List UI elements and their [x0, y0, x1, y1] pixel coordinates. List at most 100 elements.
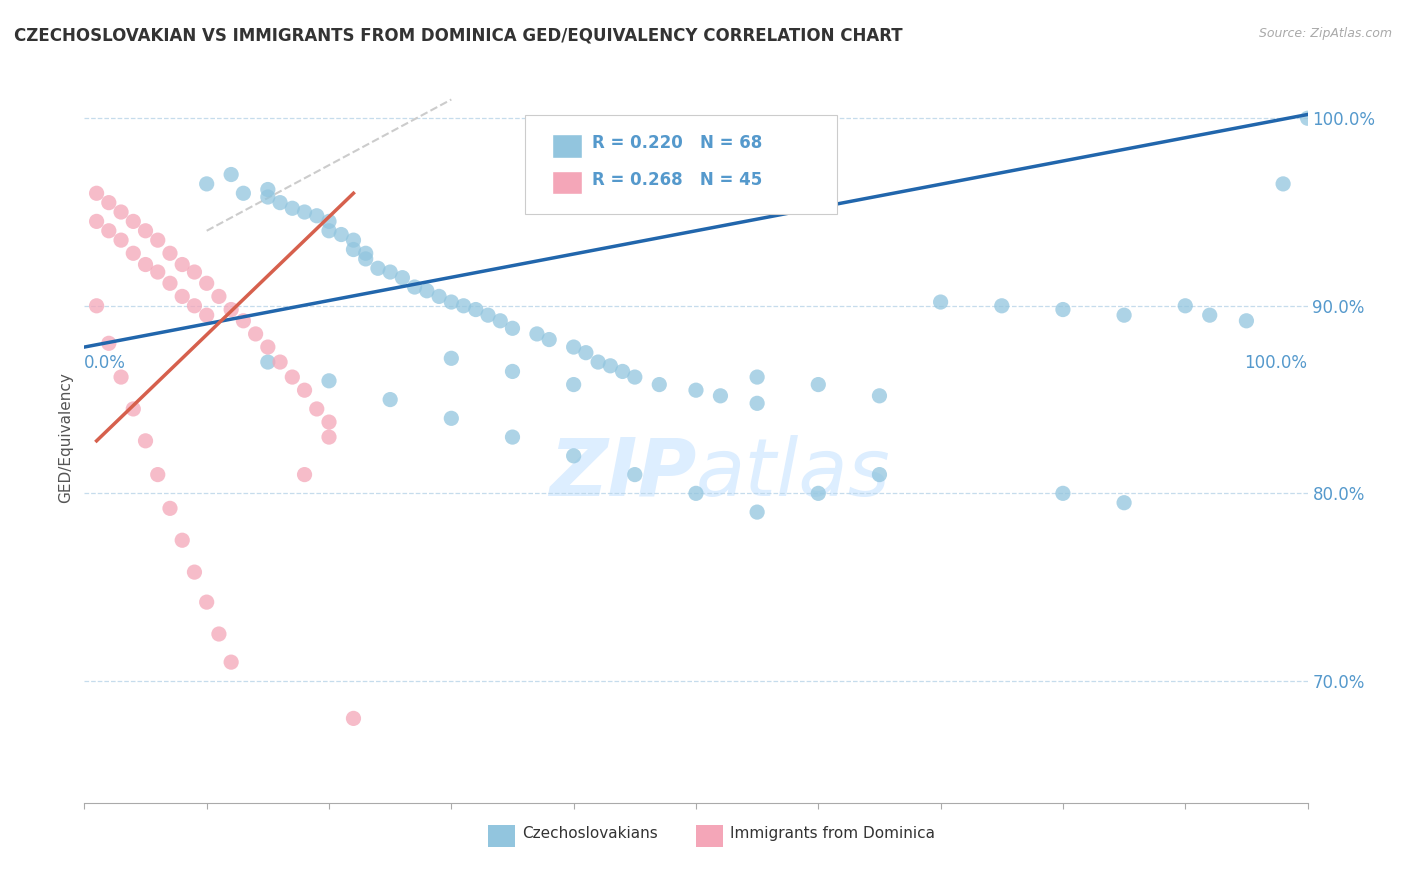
Point: [195, 308, 218, 322]
Point: [869, 467, 891, 482]
Point: [257, 190, 280, 204]
Point: [135, 434, 157, 448]
Point: [172, 258, 194, 272]
Point: [172, 289, 194, 303]
Point: [624, 467, 647, 482]
FancyBboxPatch shape: [696, 825, 723, 847]
Point: [305, 401, 328, 416]
Point: [807, 486, 830, 500]
Point: [562, 377, 585, 392]
Point: [195, 177, 218, 191]
Point: [612, 364, 634, 378]
Text: Source: ZipAtlas.com: Source: ZipAtlas.com: [1258, 27, 1392, 40]
Point: [122, 214, 145, 228]
Point: [97, 336, 120, 351]
Point: [208, 627, 231, 641]
Point: [599, 359, 621, 373]
Point: [869, 389, 891, 403]
Point: [1236, 314, 1258, 328]
Point: [502, 321, 524, 335]
Point: [110, 205, 132, 219]
Point: [453, 299, 475, 313]
Text: 0.0%: 0.0%: [84, 354, 127, 373]
Point: [172, 533, 194, 548]
Point: [159, 501, 181, 516]
Point: [330, 227, 353, 242]
Point: [440, 295, 463, 310]
Point: [342, 243, 364, 257]
Point: [195, 595, 218, 609]
Point: [489, 314, 512, 328]
FancyBboxPatch shape: [551, 171, 582, 194]
Point: [219, 302, 242, 317]
Point: [538, 333, 561, 347]
Point: [342, 233, 364, 247]
Point: [685, 383, 707, 397]
Point: [219, 655, 242, 669]
Point: [562, 449, 585, 463]
Point: [146, 467, 169, 482]
Point: [991, 299, 1014, 313]
Point: [318, 224, 340, 238]
Point: [526, 326, 548, 341]
Point: [183, 265, 205, 279]
Point: [1198, 308, 1220, 322]
Point: [807, 377, 830, 392]
Text: R = 0.268   N = 45: R = 0.268 N = 45: [592, 170, 762, 188]
Point: [232, 314, 254, 328]
Point: [440, 411, 463, 425]
Point: [709, 389, 731, 403]
Point: [685, 486, 707, 500]
Point: [380, 392, 402, 407]
Point: [477, 308, 499, 322]
Point: [135, 224, 157, 238]
Point: [575, 345, 598, 359]
Point: [416, 284, 439, 298]
FancyBboxPatch shape: [551, 135, 582, 158]
Text: CZECHOSLOVAKIAN VS IMMIGRANTS FROM DOMINICA GED/EQUIVALENCY CORRELATION CHART: CZECHOSLOVAKIAN VS IMMIGRANTS FROM DOMIN…: [14, 27, 903, 45]
Text: Immigrants from Dominica: Immigrants from Dominica: [730, 826, 935, 841]
Point: [464, 302, 486, 317]
Point: [1114, 308, 1136, 322]
Text: 100.0%: 100.0%: [1244, 354, 1308, 373]
Point: [404, 280, 426, 294]
Point: [391, 270, 413, 285]
Point: [146, 265, 169, 279]
Point: [1052, 302, 1074, 317]
Point: [318, 415, 340, 429]
Point: [294, 205, 316, 219]
Point: [354, 246, 377, 260]
Point: [257, 182, 280, 196]
Point: [257, 355, 280, 369]
Point: [354, 252, 377, 266]
Point: [1052, 486, 1074, 500]
Point: [257, 340, 280, 354]
Point: [305, 209, 328, 223]
Point: [747, 505, 769, 519]
Point: [97, 224, 120, 238]
Point: [318, 214, 340, 228]
FancyBboxPatch shape: [524, 115, 837, 214]
Point: [110, 370, 132, 384]
Point: [1296, 112, 1319, 126]
Point: [183, 299, 205, 313]
Point: [281, 370, 304, 384]
Point: [1272, 177, 1295, 191]
Point: [294, 467, 316, 482]
Point: [195, 277, 218, 291]
Point: [318, 374, 340, 388]
Y-axis label: GED/Equivalency: GED/Equivalency: [58, 372, 73, 502]
Point: [122, 401, 145, 416]
Point: [86, 214, 108, 228]
Point: [269, 195, 291, 210]
Point: [586, 355, 609, 369]
Point: [929, 295, 952, 310]
Text: Czechoslovakians: Czechoslovakians: [522, 826, 658, 841]
Point: [269, 355, 291, 369]
Point: [318, 430, 340, 444]
Point: [502, 430, 524, 444]
Point: [281, 201, 304, 215]
Point: [624, 370, 647, 384]
Text: R = 0.220   N = 68: R = 0.220 N = 68: [592, 134, 762, 152]
Point: [562, 340, 585, 354]
